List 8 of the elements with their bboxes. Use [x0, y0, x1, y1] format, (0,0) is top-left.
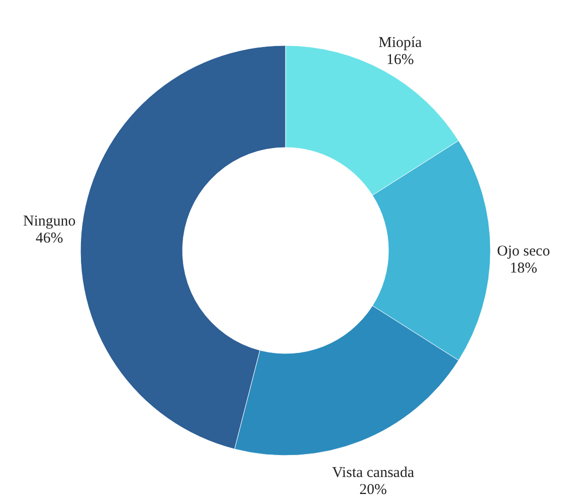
data-label: 46% — [36, 230, 64, 247]
slice-label: Ojo seco — [497, 244, 550, 260]
slice-label: Miopía — [378, 34, 422, 51]
slice-label: Ninguno — [23, 214, 76, 230]
slice-label: Vista cansada — [332, 464, 414, 481]
data-label: 18% — [510, 260, 538, 276]
data-label: 16% — [386, 52, 414, 68]
data-label: 20% — [359, 482, 387, 498]
